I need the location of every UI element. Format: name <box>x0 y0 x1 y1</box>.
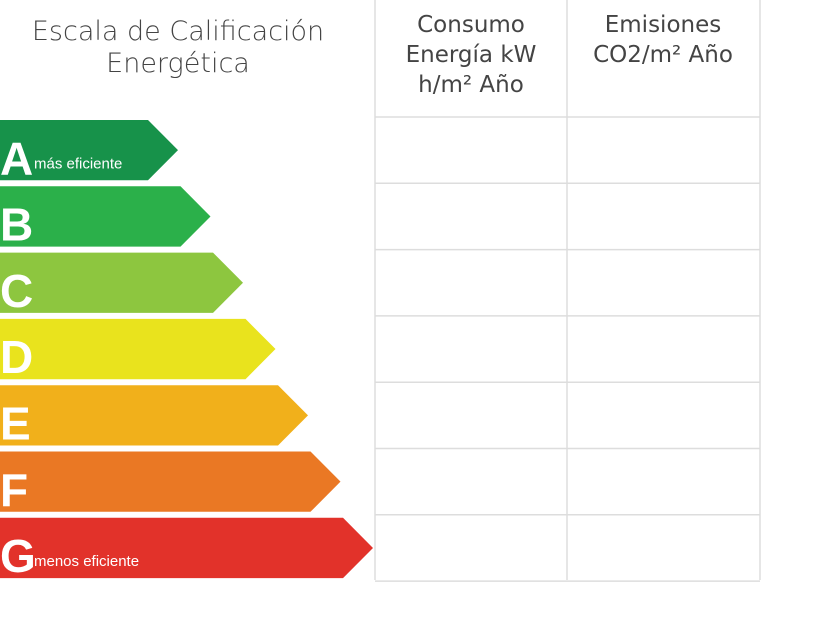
rating-letter: G <box>0 530 36 582</box>
column-header: h/m² Año <box>418 72 524 98</box>
table-grid <box>374 0 761 580</box>
rating-letter: A <box>0 132 33 184</box>
column-header: Emisiones <box>605 12 721 38</box>
rating-arrow <box>0 318 276 380</box>
rating-note: menos eficiente <box>34 553 139 570</box>
title-line: Escala de Calificación <box>32 16 324 47</box>
rating-letter: F <box>0 464 28 516</box>
rating-note: más eficiente <box>34 155 122 172</box>
rating-arrow <box>0 517 373 579</box>
column-header: Consumo <box>417 12 525 38</box>
column-header: Energía kW <box>406 42 537 68</box>
column-header: CO2/m² Año <box>593 42 733 68</box>
rating-arrow <box>0 451 341 512</box>
rating-arrow <box>0 186 211 247</box>
rating-letter: C <box>0 265 33 317</box>
rating-letter: E <box>0 398 31 450</box>
rating-letter: B <box>0 199 33 251</box>
rating-letter: D <box>0 331 33 383</box>
rating-arrow <box>0 252 243 313</box>
rating-arrow <box>0 120 178 181</box>
title-line: Energética <box>106 48 250 79</box>
rating-arrow <box>0 385 308 446</box>
